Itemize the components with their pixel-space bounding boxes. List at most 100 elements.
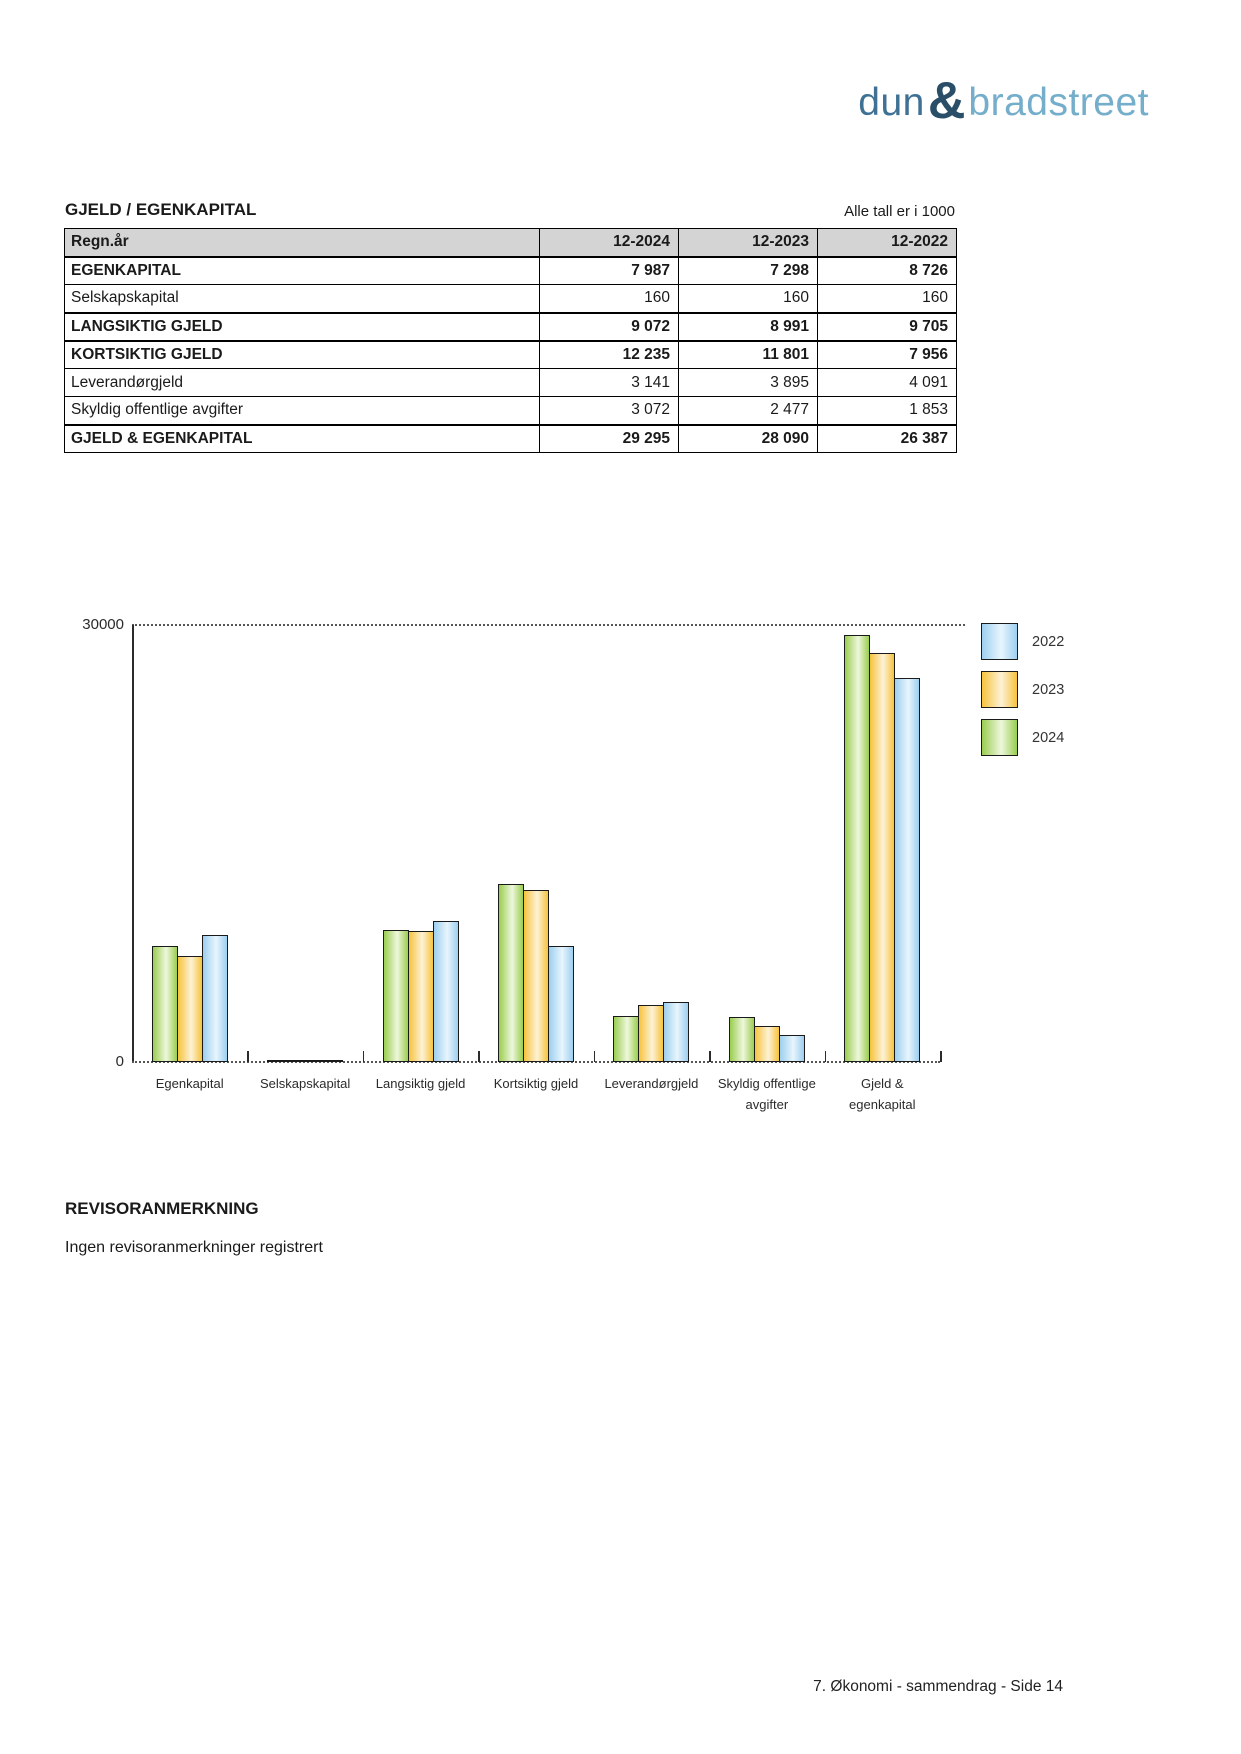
gridline-30000: [132, 624, 965, 626]
debt-equity-table: Regn.år 12-2024 12-2023 12-2022 EGENKAPI…: [64, 228, 957, 453]
bar-2024: [267, 1060, 294, 1062]
bar-group: [363, 625, 478, 1062]
cell-value: 8 991: [678, 311, 818, 341]
table-row: KORTSIKTIG GJELD 12 235 11 801 7 956: [64, 339, 957, 369]
cell-value: 2 477: [678, 396, 818, 425]
audit-body-text: Ingen revisoranmerkninger registrert: [65, 1239, 323, 1256]
dun-bradstreet-logo: dun & bradstreet: [858, 68, 1149, 130]
row-label: Leverandørgjeld: [64, 368, 540, 397]
table-row: GJELD & EGENKAPITAL 29 295 28 090 26 387: [64, 423, 957, 453]
cell-value: 29 295: [539, 423, 679, 453]
table-row: Leverandørgjeld 3 141 3 895 4 091: [64, 368, 957, 397]
bar-2023: [522, 890, 549, 1062]
table-row: Selskapskapital 160 160 160: [64, 284, 957, 313]
bar-group: [132, 625, 247, 1062]
bar-2022: [663, 1002, 690, 1062]
x-axis-tick: [478, 1051, 480, 1062]
logo-word-bradstreet: bradstreet: [968, 81, 1149, 124]
column-header-12-2022: 12-2022: [817, 228, 957, 258]
legend-swatch-2022: [981, 623, 1018, 660]
cell-value: 3 141: [539, 368, 679, 397]
row-label: LANGSIKTIG GJELD: [64, 311, 540, 341]
x-axis-baseline: [132, 1061, 940, 1063]
bar-2024: [151, 946, 178, 1062]
cell-value: 160: [678, 284, 818, 313]
bar-2022: [778, 1035, 805, 1062]
cell-value: 160: [817, 284, 957, 313]
bar-group: [825, 625, 940, 1062]
cell-value: 7 987: [539, 255, 679, 285]
y-axis-tick-label-zero: 0: [115, 1053, 124, 1070]
cell-value: 4 091: [817, 368, 957, 397]
x-axis-label: Gjeld & egenkapital: [849, 1076, 916, 1112]
table-row: EGENKAPITAL 7 987 7 298 8 726: [64, 255, 957, 285]
bar-2022: [317, 1060, 344, 1062]
column-header-12-2023: 12-2023: [678, 228, 818, 258]
row-label: Skyldig offentlige avgifter: [64, 396, 540, 425]
cell-value: 7 956: [817, 339, 957, 369]
bar-group: [594, 625, 709, 1062]
bar-group: [709, 625, 824, 1062]
x-axis-tick: [593, 1051, 596, 1062]
chart-legend: 2022 2023 2024: [981, 623, 1064, 767]
cell-value: 1 853: [817, 396, 957, 425]
bar-2023: [407, 931, 434, 1062]
cell-value: 12 235: [539, 339, 679, 369]
bar-2023: [753, 1026, 780, 1062]
bar-2023: [176, 956, 203, 1062]
bar-group: [247, 625, 362, 1062]
bar-group: [478, 625, 593, 1062]
legend-label: 2023: [1032, 681, 1065, 698]
legend-label: 2024: [1032, 729, 1065, 746]
cell-value: 160: [539, 284, 679, 313]
x-axis-label: Langsiktig gjeld: [375, 1076, 466, 1091]
legend-item-2024: 2024: [981, 719, 1064, 756]
bar-2023: [869, 653, 896, 1062]
x-axis-tick: [247, 1051, 249, 1062]
x-axis-label: Kortsiktig gjeld: [493, 1076, 579, 1091]
cell-value: 9 705: [817, 311, 957, 341]
legend-swatch-2024: [981, 719, 1018, 756]
x-axis-label: Skyldig offentlige avgifter: [717, 1076, 816, 1112]
cell-value: 9 072: [539, 311, 679, 341]
bar-2022: [547, 946, 574, 1062]
bar-2024: [613, 1016, 640, 1062]
logo-word-dun: dun: [858, 81, 925, 124]
audit-heading: REVISORANMERKNING: [65, 1199, 259, 1218]
column-header-12-2024: 12-2024: [539, 228, 679, 258]
column-header-regnaar: Regn.år: [64, 228, 540, 258]
x-axis-tick: [824, 1051, 827, 1062]
y-axis-tick-label-max: 30000: [82, 616, 124, 633]
section-title: GJELD / EGENKAPITAL: [65, 200, 257, 219]
bar-2023: [292, 1060, 319, 1062]
legend-item-2022: 2022: [981, 623, 1064, 660]
x-axis-label: Egenkapital: [155, 1076, 224, 1091]
x-axis-tick: [362, 1051, 365, 1062]
legend-swatch-2023: [981, 671, 1018, 708]
cell-value: 3 072: [539, 396, 679, 425]
legend-item-2023: 2023: [981, 671, 1064, 708]
bar-2023: [638, 1005, 665, 1062]
cell-value: 11 801: [678, 339, 818, 369]
x-axis-label: Selskapskapital: [259, 1076, 351, 1091]
row-label: GJELD & EGENKAPITAL: [64, 423, 540, 453]
bar-2024: [497, 884, 524, 1062]
bar-2022: [432, 921, 459, 1062]
table-row: Skyldig offentlige avgifter 3 072 2 477 …: [64, 396, 957, 425]
bar-2024: [382, 930, 409, 1062]
logo-ampersand-icon: &: [927, 72, 966, 130]
cell-value: 7 298: [678, 255, 818, 285]
row-label: EGENKAPITAL: [64, 255, 540, 285]
bar-2022: [894, 678, 921, 1062]
units-note: Alle tall er i 1000: [844, 203, 955, 220]
cell-value: 8 726: [817, 255, 957, 285]
cell-value: 28 090: [678, 423, 818, 453]
bar-2024: [844, 635, 871, 1062]
y-axis-line: [132, 625, 134, 1062]
cell-value: 26 387: [817, 423, 957, 453]
x-axis-tick: [709, 1051, 711, 1062]
cell-value: 3 895: [678, 368, 818, 397]
row-label: KORTSIKTIG GJELD: [64, 339, 540, 369]
page-footer: 7. Økonomi - sammendrag - Side 14: [813, 1678, 1063, 1695]
table-header-row: Regn.år 12-2024 12-2023 12-2022: [64, 228, 957, 258]
